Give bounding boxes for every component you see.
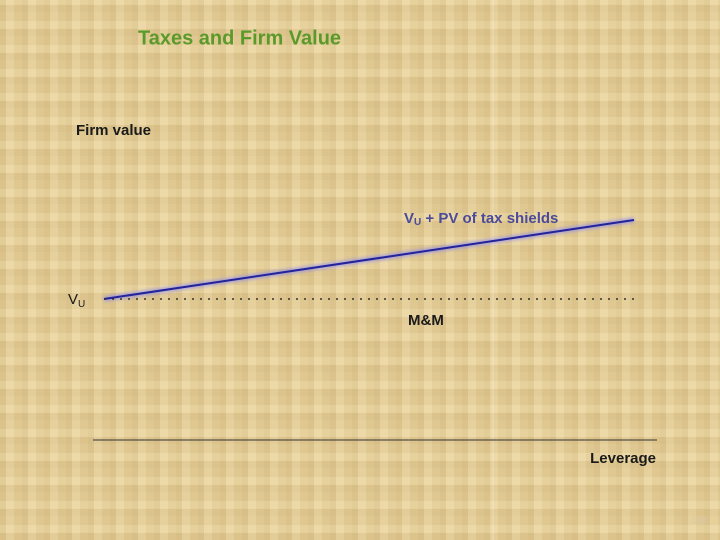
- slide-title: Taxes and Firm Value: [138, 27, 341, 49]
- slide-number: 118: [692, 515, 706, 525]
- levered-line-label: VU + PV of tax shields: [404, 210, 558, 228]
- mm-label: M&M: [408, 312, 444, 329]
- levered-line: [103, 219, 635, 300]
- y-axis-label: Firm value: [76, 122, 151, 139]
- unlevered-label: VU: [68, 291, 85, 310]
- x-axis-label: Leverage: [590, 450, 656, 467]
